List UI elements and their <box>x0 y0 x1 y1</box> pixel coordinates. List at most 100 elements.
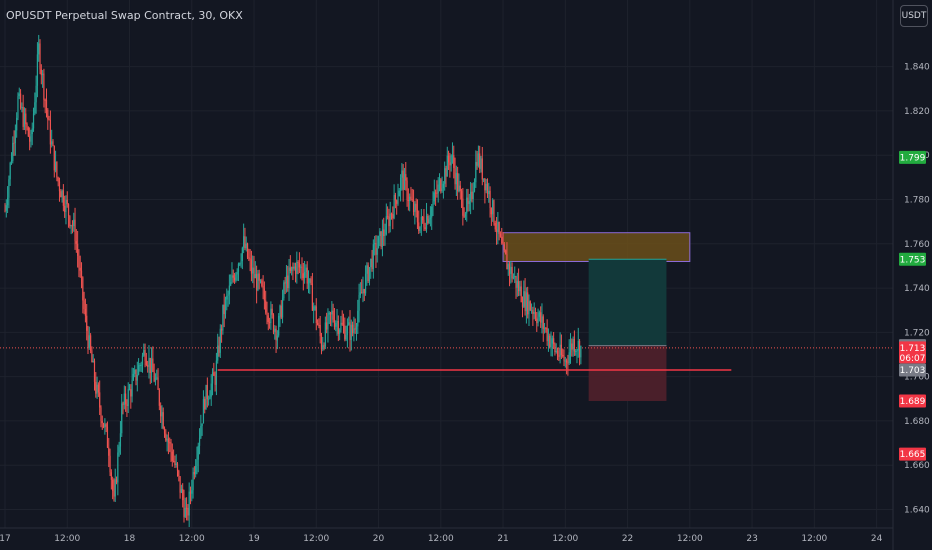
candle-body <box>184 507 186 517</box>
candle-body <box>57 177 59 182</box>
candle-body <box>537 316 539 324</box>
candle-body <box>336 320 338 323</box>
candle-body <box>499 233 502 237</box>
target-zone <box>588 259 667 346</box>
candle-body <box>364 273 367 294</box>
price-tick-label: 1.840 <box>904 63 930 73</box>
candle-body <box>211 372 214 384</box>
candle-body <box>415 203 417 211</box>
candle-body <box>66 199 68 205</box>
candle-body <box>115 479 118 483</box>
candle-body <box>219 328 221 353</box>
candle-body <box>175 463 177 466</box>
candle-body <box>374 243 376 245</box>
candle-body <box>358 295 360 311</box>
candle-body <box>479 153 481 169</box>
candle-body <box>390 213 393 215</box>
candle-body <box>182 489 184 501</box>
candle-body <box>187 508 189 516</box>
candle-body <box>396 200 398 204</box>
candle-body <box>546 328 548 342</box>
candle-body <box>233 277 236 281</box>
candle-body <box>45 100 48 110</box>
candle-body <box>532 310 534 314</box>
price-badge <box>899 341 926 364</box>
candle-body <box>486 183 489 195</box>
candle-body <box>462 198 464 216</box>
candle-body <box>52 141 54 146</box>
candle-body <box>387 216 389 218</box>
candle-body <box>108 447 110 456</box>
candle-body <box>411 199 413 201</box>
candle-body <box>562 355 564 357</box>
candle-body <box>259 280 262 282</box>
candle-body <box>80 270 83 278</box>
candle-body <box>340 322 342 331</box>
candle-body <box>252 267 254 274</box>
candle-body <box>157 377 159 390</box>
price-tick-label: 1.760 <box>904 240 930 250</box>
candle-body <box>515 276 517 288</box>
candle-body <box>170 442 172 452</box>
candle-body <box>4 210 6 212</box>
candle-body <box>572 339 574 350</box>
candle-body <box>348 322 350 325</box>
candle-body <box>128 389 131 391</box>
candle-body <box>498 221 500 234</box>
candle-body <box>10 161 13 163</box>
candle-body <box>569 343 572 353</box>
candle-body <box>70 225 72 227</box>
candle-body <box>304 271 306 279</box>
candle-body <box>455 172 457 185</box>
candle-body <box>368 267 371 281</box>
candle-body <box>310 278 312 284</box>
candle-body <box>235 274 237 281</box>
candle-body <box>550 343 552 347</box>
candle-body <box>467 197 469 204</box>
candle-body <box>580 345 582 358</box>
price-tick-label: 1.720 <box>904 328 930 338</box>
candle-body <box>99 392 101 408</box>
candle-body <box>213 372 215 376</box>
currency-button[interactable]: USDT <box>900 5 928 27</box>
price-badge <box>899 447 926 461</box>
candle-body <box>346 324 349 335</box>
candle-body <box>490 208 492 215</box>
candle-body <box>197 445 199 460</box>
candle-body <box>14 130 16 144</box>
price-badge-label: 1.689 <box>900 397 926 407</box>
candle-body <box>43 73 45 100</box>
candle-body <box>521 302 524 307</box>
candle-body <box>67 204 70 217</box>
candle-body <box>329 312 332 315</box>
candle-body <box>250 259 253 274</box>
candle-body <box>204 398 206 410</box>
candle-body <box>381 229 384 248</box>
candle-body <box>162 412 164 429</box>
candle-body <box>458 185 460 192</box>
price-tick-label: 1.820 <box>904 107 930 117</box>
price-tick-label: 1.780 <box>904 196 930 206</box>
candle-body <box>510 266 512 274</box>
candle-body <box>132 373 135 380</box>
candle-body <box>542 316 544 329</box>
candle-body <box>472 191 474 199</box>
candle-body <box>523 291 525 307</box>
candle-body <box>305 267 307 272</box>
candle-body <box>371 258 373 270</box>
candle-body <box>26 124 28 128</box>
candle-body <box>322 345 324 350</box>
price-badge-label: 1.665 <box>900 450 926 460</box>
candle-body <box>401 170 403 178</box>
candle-body <box>245 243 247 249</box>
candle-body <box>97 384 99 393</box>
candle-body <box>319 324 321 337</box>
candle-body <box>29 136 31 142</box>
candle-body <box>78 255 80 268</box>
candle-body <box>551 338 553 344</box>
candle-body <box>355 326 358 330</box>
candle-body <box>438 179 441 185</box>
candle-body <box>503 244 505 251</box>
candle-body <box>270 308 272 324</box>
